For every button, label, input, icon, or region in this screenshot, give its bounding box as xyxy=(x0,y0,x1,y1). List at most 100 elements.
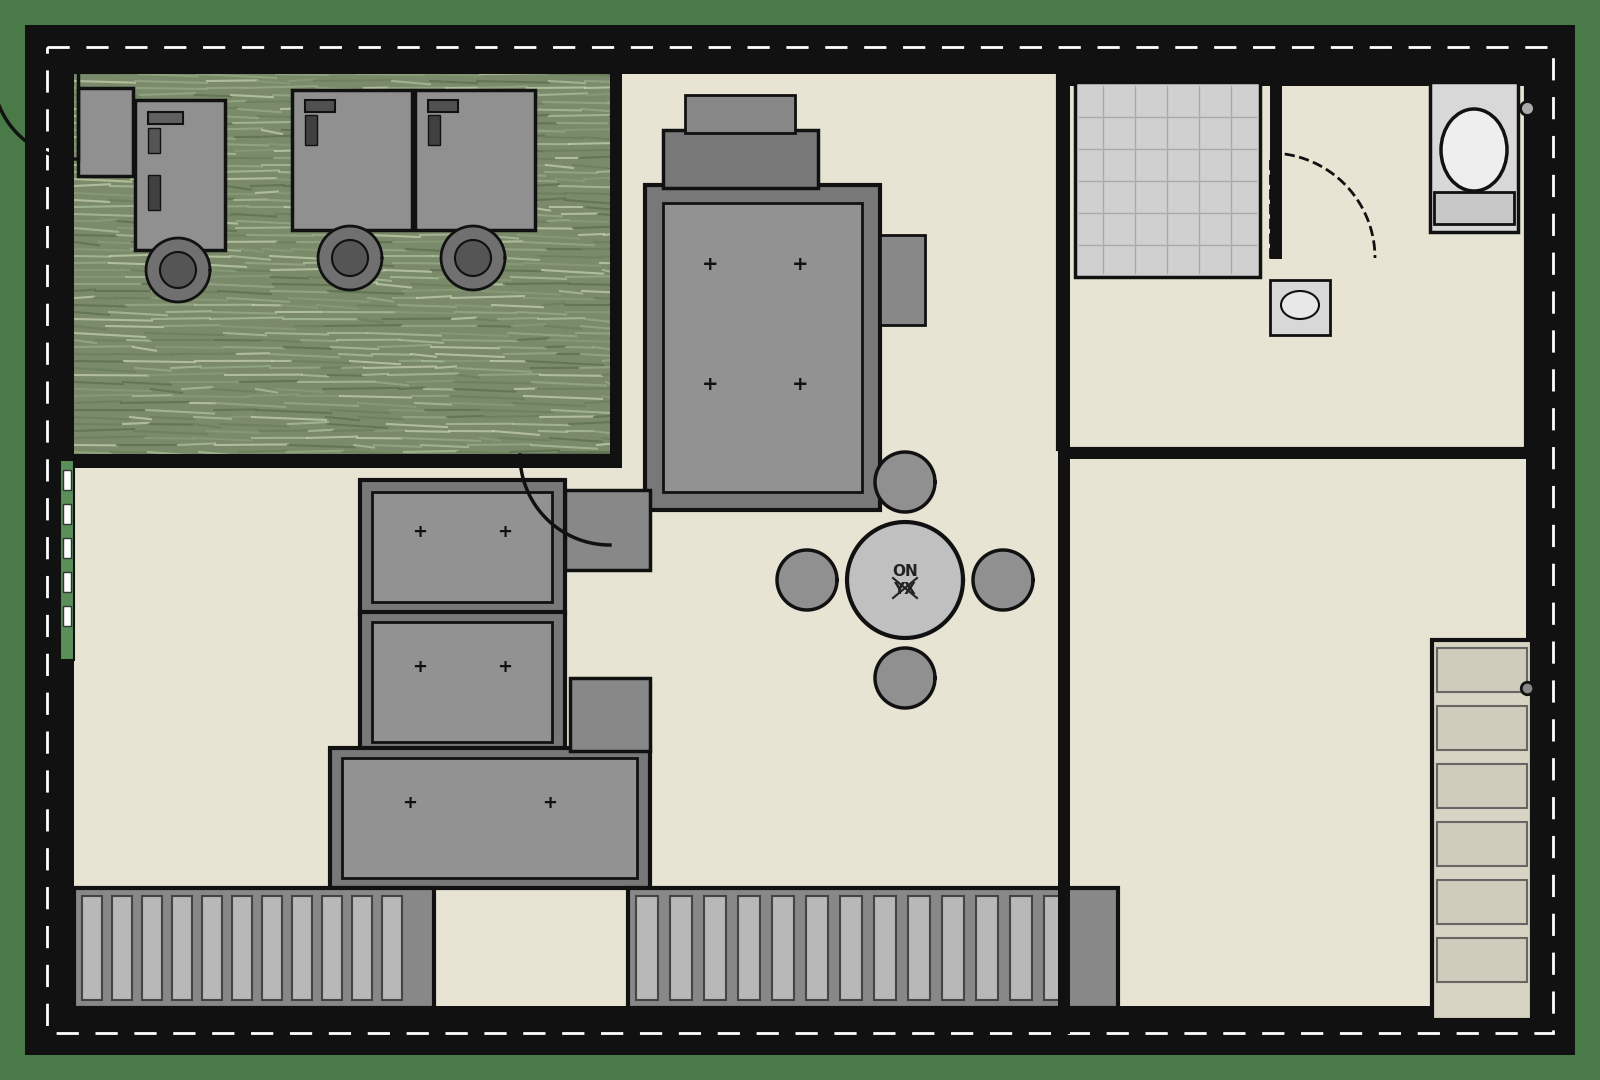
Bar xyxy=(662,130,818,188)
Bar xyxy=(142,896,162,1000)
Bar xyxy=(1270,280,1330,335)
Bar xyxy=(173,896,192,1000)
Bar xyxy=(414,90,534,230)
Bar xyxy=(322,896,342,1000)
Bar xyxy=(610,75,622,467)
Polygon shape xyxy=(778,550,837,610)
Bar xyxy=(74,75,614,459)
Bar xyxy=(202,896,222,1000)
Bar xyxy=(1432,640,1533,1020)
Bar xyxy=(61,460,74,660)
Bar xyxy=(670,896,691,1000)
Bar xyxy=(1430,82,1518,232)
Text: +: + xyxy=(413,523,427,541)
Bar xyxy=(1434,192,1514,224)
Bar xyxy=(382,896,402,1000)
Bar xyxy=(74,455,619,467)
Bar xyxy=(262,896,282,1000)
Text: ON: ON xyxy=(893,565,918,580)
Text: +: + xyxy=(498,658,512,676)
Polygon shape xyxy=(333,240,368,276)
Bar xyxy=(429,114,440,145)
Bar xyxy=(1058,75,1526,86)
Bar xyxy=(1526,60,1539,1020)
Bar xyxy=(371,492,552,602)
Text: +: + xyxy=(498,523,512,541)
Polygon shape xyxy=(846,522,963,638)
Bar xyxy=(62,470,70,490)
Text: YX: YX xyxy=(893,582,917,597)
Bar xyxy=(909,896,930,1000)
Polygon shape xyxy=(454,240,491,276)
Bar xyxy=(62,504,70,524)
Bar xyxy=(637,896,658,1000)
Polygon shape xyxy=(875,453,934,512)
Bar xyxy=(62,572,70,592)
Text: +: + xyxy=(792,376,808,394)
Text: +: + xyxy=(413,658,427,676)
Bar xyxy=(685,95,795,133)
Bar xyxy=(1437,648,1526,692)
Bar xyxy=(1058,75,1526,449)
Bar xyxy=(645,185,880,510)
Bar xyxy=(306,114,317,145)
Bar xyxy=(874,896,896,1000)
Bar xyxy=(291,896,312,1000)
Polygon shape xyxy=(875,648,934,708)
Bar xyxy=(74,888,434,1008)
Text: +: + xyxy=(702,256,718,274)
Bar xyxy=(1010,896,1032,1000)
Bar xyxy=(738,896,760,1000)
Bar xyxy=(1437,822,1526,866)
Bar xyxy=(360,612,565,752)
Bar xyxy=(112,896,131,1000)
Bar xyxy=(771,896,794,1000)
Bar xyxy=(662,203,862,492)
Bar xyxy=(147,175,160,210)
Polygon shape xyxy=(160,252,195,288)
Bar xyxy=(1437,706,1526,750)
Polygon shape xyxy=(973,550,1034,610)
Bar xyxy=(1058,447,1538,459)
Bar xyxy=(371,622,552,742)
Bar xyxy=(1437,939,1526,982)
Bar xyxy=(62,606,70,626)
Bar xyxy=(360,480,565,615)
Text: +: + xyxy=(702,376,718,394)
Bar xyxy=(570,678,650,751)
Ellipse shape xyxy=(1282,291,1318,319)
Bar xyxy=(429,100,458,112)
Bar xyxy=(1075,82,1261,276)
Bar xyxy=(627,888,1118,1008)
Bar xyxy=(840,896,862,1000)
Bar xyxy=(608,455,616,461)
Text: +: + xyxy=(792,256,808,274)
Bar xyxy=(232,896,253,1000)
Bar xyxy=(565,490,650,570)
Bar xyxy=(306,100,334,112)
Bar xyxy=(62,538,70,558)
Bar xyxy=(147,112,182,124)
Bar xyxy=(78,87,133,176)
Text: +: + xyxy=(542,794,557,812)
Bar xyxy=(976,896,998,1000)
Bar xyxy=(61,60,1539,1020)
Bar xyxy=(1058,75,1070,1034)
Bar xyxy=(61,60,1539,75)
Ellipse shape xyxy=(1442,109,1507,191)
Text: +: + xyxy=(403,794,418,812)
Bar xyxy=(342,758,637,878)
Bar xyxy=(134,100,226,249)
Bar xyxy=(82,896,102,1000)
Bar xyxy=(1437,764,1526,808)
Bar xyxy=(291,90,413,230)
Bar xyxy=(61,1005,1539,1020)
Bar xyxy=(806,896,829,1000)
Bar xyxy=(352,896,371,1000)
Bar xyxy=(61,60,74,1020)
Bar xyxy=(880,235,925,325)
Bar xyxy=(1058,75,1070,449)
Bar xyxy=(704,896,726,1000)
Bar xyxy=(1437,880,1526,924)
Bar xyxy=(1270,75,1282,259)
